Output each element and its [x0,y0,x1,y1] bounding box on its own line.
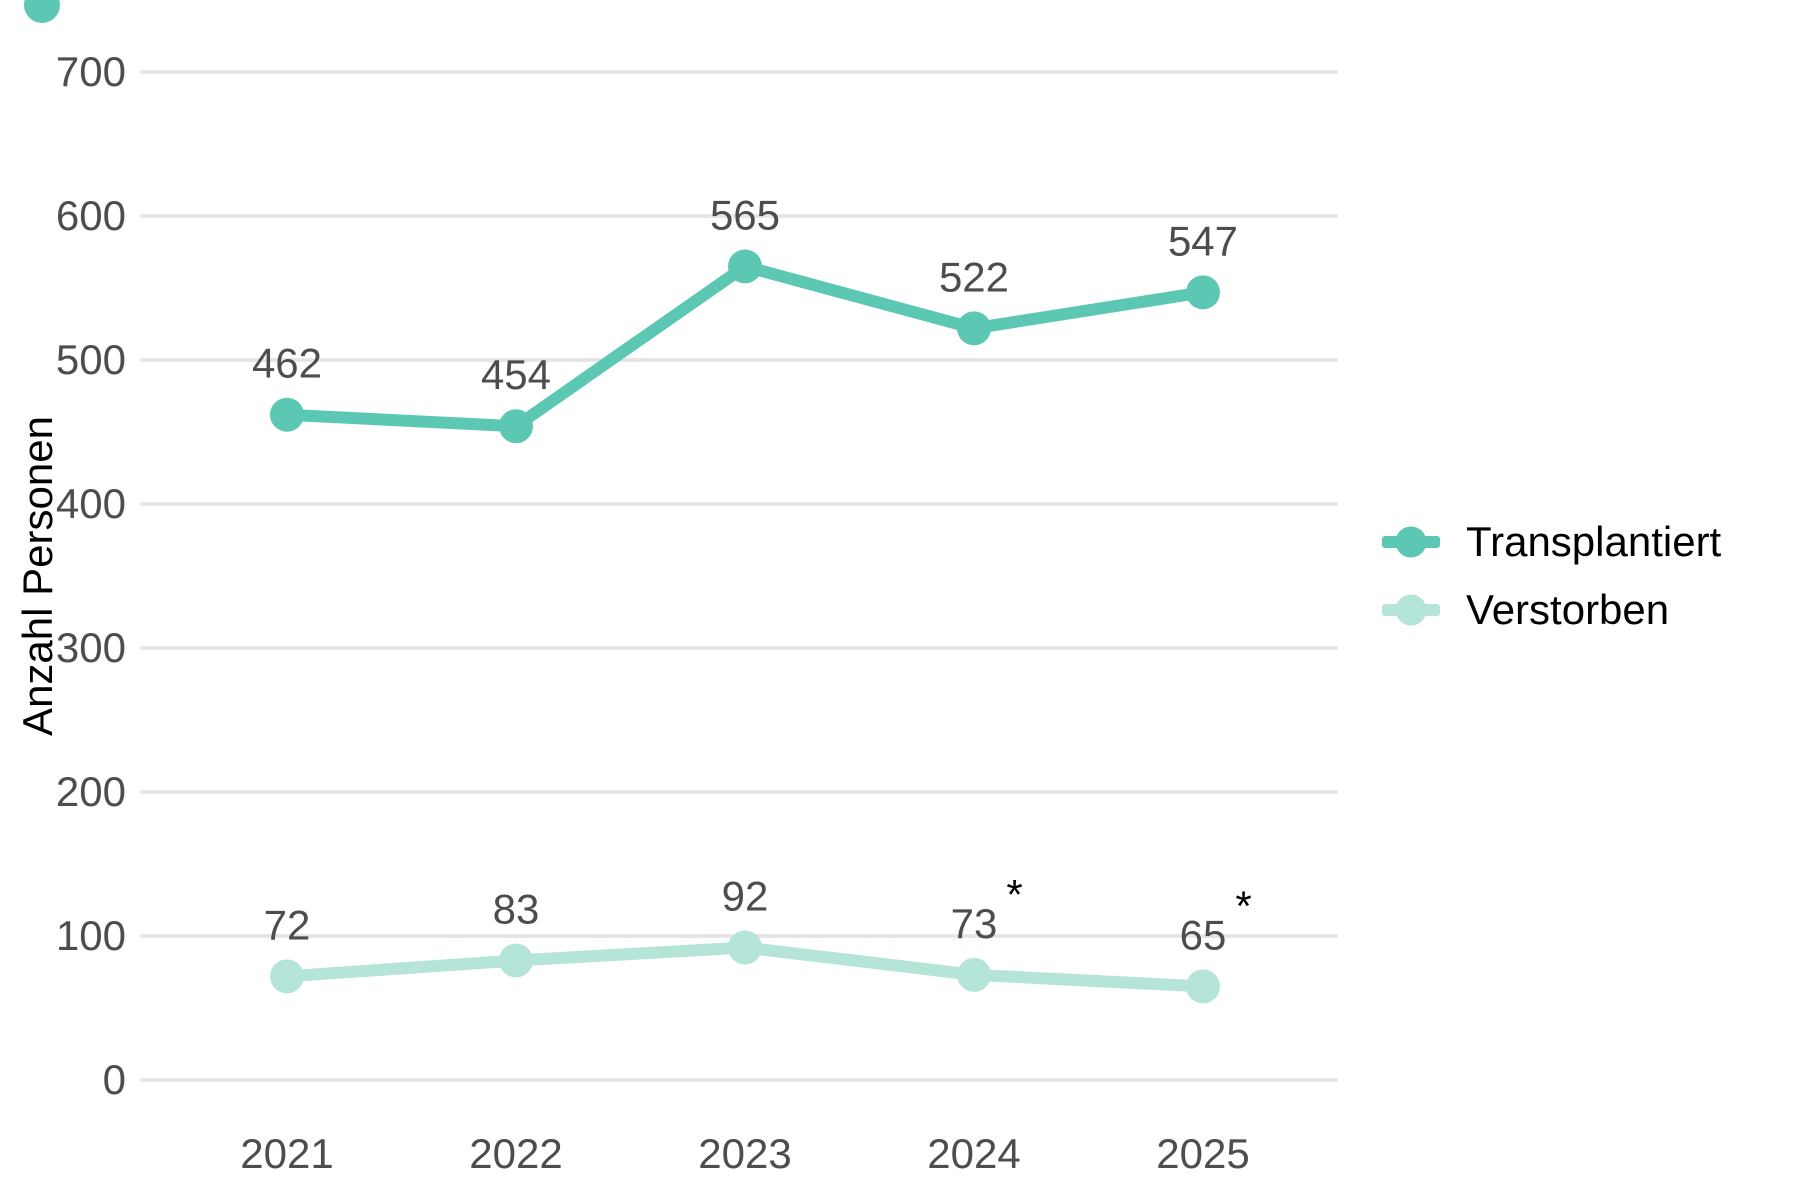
x-tick-label-2025: 2025 [1156,1130,1249,1177]
x-tick-label-2022: 2022 [469,1130,562,1177]
value-label: 65 [1180,911,1227,958]
value-label: 454 [481,351,551,398]
y-tick-label-300: 300 [56,624,126,671]
y-tick-label-0: 0 [103,1056,126,1103]
y-tick-label-600: 600 [56,192,126,239]
x-tick-label-2021: 2021 [240,1130,333,1177]
x-tick-label-2023: 2023 [698,1130,791,1177]
y-axis-title: Anzahl Personen [14,416,61,736]
data-point [499,409,533,444]
legend-label-verstorben: Verstorben [1466,586,1670,633]
y-tick-label-200: 200 [56,768,126,815]
legend-item-transplantiert: Transplantiert [1382,518,1721,566]
data-point [499,943,533,978]
legend-dot-swatch [1395,594,1427,626]
legend-dot-swatch [1395,526,1427,558]
data-point [1186,275,1220,310]
data-point [1186,969,1220,1004]
y-tick-label-400: 400 [56,480,126,527]
legend: Transplantiert Verstorben [1382,518,1721,634]
data-point [270,959,304,994]
y-tick-label-700: 700 [56,48,126,95]
data-point [728,930,762,965]
data-point [728,249,762,284]
value-label: 73 [951,900,998,947]
value-label: 522 [939,253,1009,300]
series-line-transplantiert [281,259,1209,433]
legend-item-verstorben: Verstorben [1382,586,1721,634]
data-point [957,311,991,346]
value-label: 462 [252,340,322,387]
value-label: 72 [264,901,311,948]
value-label: 565 [710,191,780,238]
asterisk-mark: * [1006,871,1022,918]
y-tick-label-500: 500 [56,336,126,383]
y-tick-label-100: 100 [56,912,126,959]
corner-mark [24,0,60,23]
data-point [957,957,991,992]
value-label: 92 [722,873,769,920]
data-point [270,397,304,432]
legend-key-line-dot-icon [1382,518,1440,566]
x-tick-label-2024: 2024 [927,1130,1020,1177]
asterisk-mark: * [1235,882,1251,929]
legend-label-transplantiert: Transplantiert [1466,518,1722,565]
value-label: 547 [1168,217,1238,264]
legend-key-line-dot-icon [1382,586,1440,634]
value-label: 83 [493,885,540,932]
